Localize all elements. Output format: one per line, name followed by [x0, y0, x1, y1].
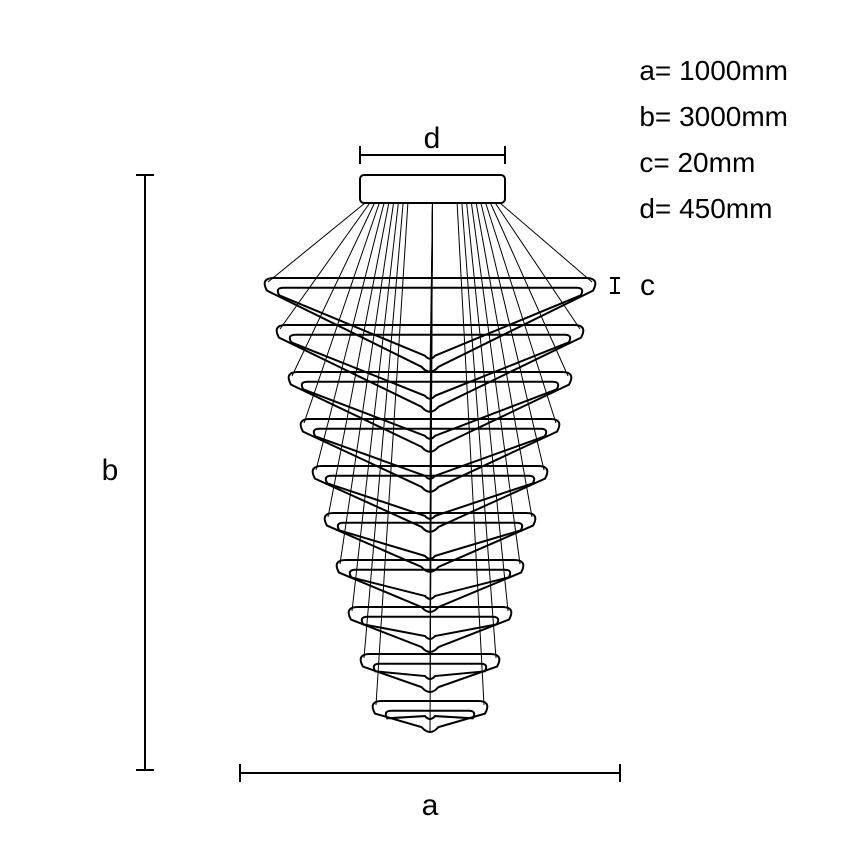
svg-text:a: a — [422, 789, 439, 822]
legend-item-d: d= 450mm — [639, 188, 788, 230]
svg-text:c: c — [640, 269, 655, 302]
svg-text:b: b — [102, 454, 119, 487]
dimension-legend: a= 1000mm b= 3000mm c= 20mm d= 450mm — [639, 50, 788, 234]
svg-text:d: d — [424, 122, 441, 155]
legend-item-b: b= 3000mm — [639, 96, 788, 138]
legend-item-a: a= 1000mm — [639, 50, 788, 92]
legend-item-c: c= 20mm — [639, 142, 788, 184]
